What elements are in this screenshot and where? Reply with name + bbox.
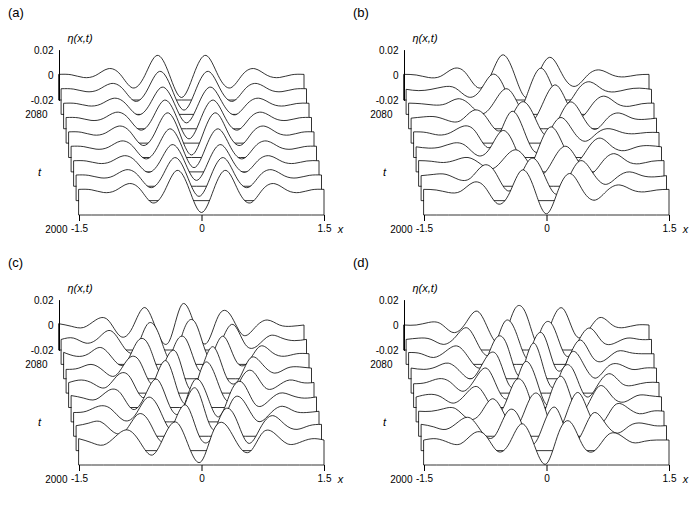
svg-text:2000: 2000 bbox=[390, 224, 413, 235]
svg-text:-1.5: -1.5 bbox=[416, 223, 434, 234]
svg-text:-0.02: -0.02 bbox=[376, 95, 399, 106]
svg-text:0: 0 bbox=[199, 473, 205, 484]
svg-text:0: 0 bbox=[48, 70, 54, 81]
svg-text:x: x bbox=[337, 473, 344, 485]
svg-text:1.5: 1.5 bbox=[318, 473, 332, 484]
html-text:(b): (b) bbox=[353, 5, 369, 20]
svg-text:0: 0 bbox=[393, 70, 399, 81]
svg-text:2080: 2080 bbox=[370, 109, 393, 120]
svg-text:-1.5: -1.5 bbox=[71, 473, 89, 484]
svg-text:2080: 2080 bbox=[25, 359, 48, 370]
svg-text:t: t bbox=[38, 416, 42, 428]
svg-text:0.02: 0.02 bbox=[379, 295, 399, 306]
svg-text:0.02: 0.02 bbox=[34, 45, 54, 56]
svg-text:0: 0 bbox=[199, 223, 205, 234]
svg-text:-0.02: -0.02 bbox=[376, 345, 399, 356]
svg-text:t: t bbox=[383, 416, 387, 428]
svg-text:η(x,t): η(x,t) bbox=[413, 282, 438, 294]
svg-text:η(x,t): η(x,t) bbox=[68, 282, 93, 294]
svg-text:x: x bbox=[682, 473, 689, 485]
svg-text:0: 0 bbox=[544, 223, 550, 234]
svg-text:t: t bbox=[383, 166, 387, 178]
svg-text:-1.5: -1.5 bbox=[71, 223, 89, 234]
svg-text:2000: 2000 bbox=[45, 474, 68, 485]
svg-text:0.02: 0.02 bbox=[34, 295, 54, 306]
svg-text:η(x,t): η(x,t) bbox=[68, 32, 93, 44]
svg-text:1.5: 1.5 bbox=[663, 223, 677, 234]
html-text:(a): (a) bbox=[8, 5, 24, 20]
svg-text:0.02: 0.02 bbox=[379, 45, 399, 56]
html-text:(c): (c) bbox=[8, 255, 24, 270]
svg-text:-0.02: -0.02 bbox=[31, 345, 54, 356]
svg-text:t: t bbox=[38, 166, 42, 178]
svg-text:2080: 2080 bbox=[370, 359, 393, 370]
svg-text:x: x bbox=[337, 223, 344, 235]
svg-text:0: 0 bbox=[48, 320, 54, 331]
html-text:(d): (d) bbox=[353, 255, 369, 270]
svg-text:1.5: 1.5 bbox=[663, 473, 677, 484]
svg-text:-1.5: -1.5 bbox=[416, 473, 434, 484]
svg-text:x: x bbox=[682, 223, 689, 235]
svg-text:η(x,t): η(x,t) bbox=[413, 32, 438, 44]
svg-text:0: 0 bbox=[544, 473, 550, 484]
svg-text:1.5: 1.5 bbox=[318, 223, 332, 234]
svg-text:-0.02: -0.02 bbox=[31, 95, 54, 106]
svg-text:2080: 2080 bbox=[25, 109, 48, 120]
svg-text:2000: 2000 bbox=[45, 224, 68, 235]
svg-text:2000: 2000 bbox=[390, 474, 413, 485]
svg-text:0: 0 bbox=[393, 320, 399, 331]
